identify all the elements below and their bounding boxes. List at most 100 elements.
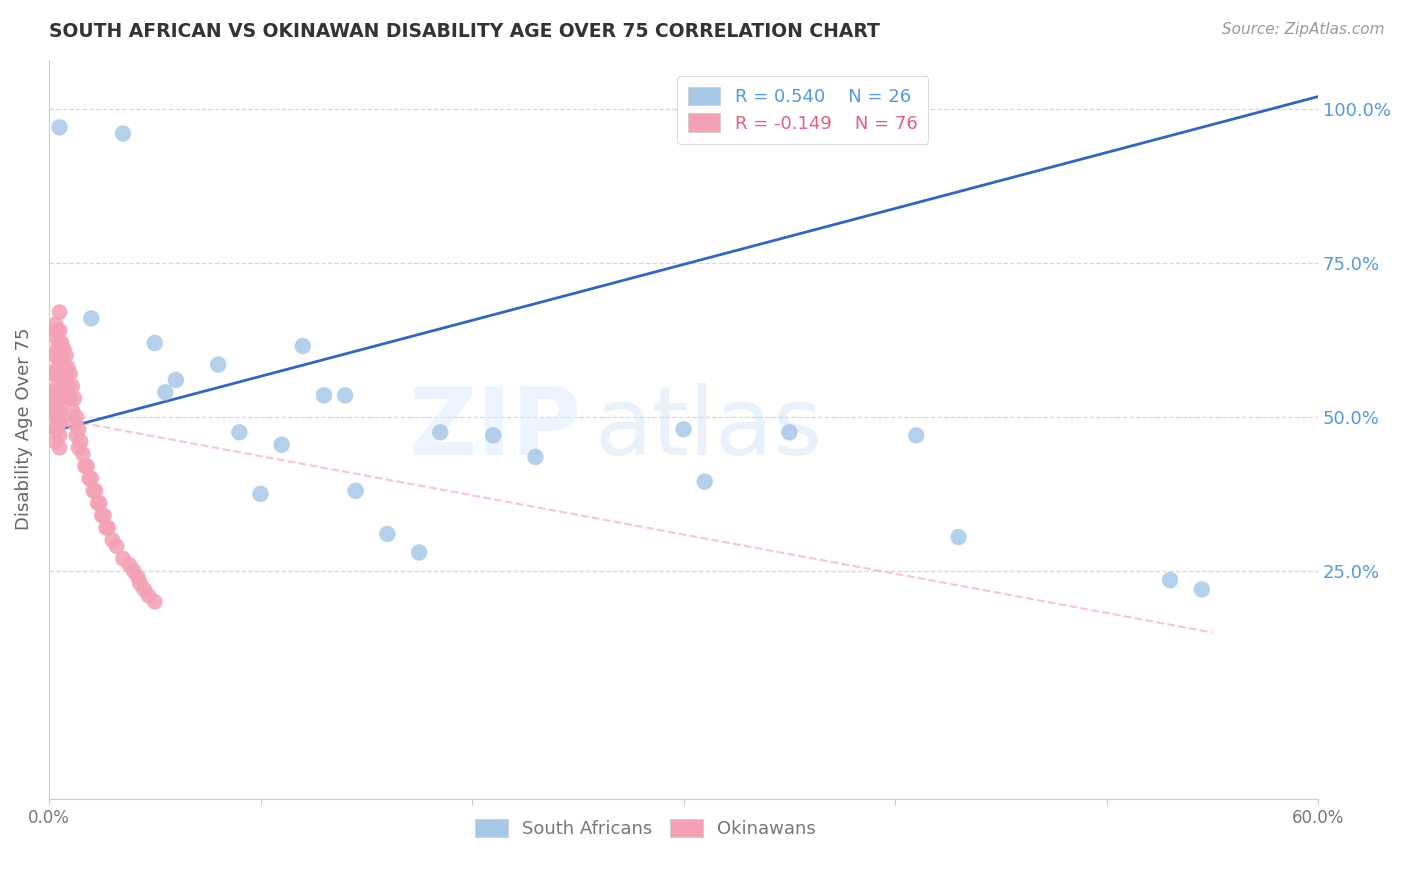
Point [77,471,100,485]
Point [51,335,73,350]
Text: SOUTH AFRICAN VS OKINAWAN DISABILITY AGE OVER 75 CORRELATION CHART: SOUTH AFRICAN VS OKINAWAN DISABILITY AGE… [49,22,880,41]
Point [48,367,70,381]
Point [48,120,70,135]
Point [408,545,430,559]
Point [63,392,86,406]
Point [94,521,117,535]
Point [44,422,66,436]
Point [111,127,134,141]
Point [44,318,66,332]
Point [55,348,77,362]
Point [48,416,70,430]
Point [778,425,800,440]
Point [59,392,82,406]
Point [90,508,112,523]
Point [97,521,120,535]
Point [48,335,70,350]
Point [55,367,77,381]
Point [672,422,695,436]
Point [524,450,547,464]
Point [48,324,70,338]
Point [44,434,66,449]
Point [48,403,70,417]
Point [46,379,69,393]
Point [72,447,94,461]
Point [105,539,128,553]
Point [1159,573,1181,587]
Text: ZIP: ZIP [409,384,582,475]
Point [344,483,367,498]
Point [482,428,505,442]
Point [42,367,65,381]
Point [44,348,66,362]
Point [44,398,66,412]
Point [228,425,250,440]
Point [56,379,79,393]
Point [84,483,107,498]
Point [101,533,124,547]
Point [51,392,73,406]
Point [65,409,87,424]
Point [46,422,69,436]
Point [377,527,399,541]
Point [82,483,104,498]
Point [429,425,451,440]
Point [86,496,108,510]
Point [69,434,91,449]
Point [270,437,292,451]
Text: Source: ZipAtlas.com: Source: ZipAtlas.com [1222,22,1385,37]
Point [51,373,73,387]
Point [127,570,149,584]
Point [48,305,70,319]
Point [48,354,70,368]
Point [55,385,77,400]
Point [905,428,928,442]
Point [155,385,177,400]
Point [46,324,69,338]
Point [93,508,115,523]
Point [249,487,271,501]
Point [693,475,716,489]
Point [52,360,75,375]
Point [48,441,70,455]
Point [51,354,73,368]
Point [46,398,69,412]
Point [89,496,111,510]
Point [52,342,75,356]
Text: atlas: atlas [595,384,823,475]
Point [60,403,83,417]
Point [118,558,141,572]
Point [1191,582,1213,597]
Point [143,335,166,350]
Point [76,459,98,474]
Point [52,379,75,393]
Point [333,388,356,402]
Point [48,428,70,442]
Point [44,367,66,381]
Point [42,403,65,417]
Y-axis label: Disability Age Over 75: Disability Age Over 75 [15,328,32,531]
Point [65,428,87,442]
Point [63,416,86,430]
Point [134,582,156,597]
Point [73,459,96,474]
Legend: South Africans, Okinawans: South Africans, Okinawans [468,812,823,846]
Point [948,530,970,544]
Point [143,595,166,609]
Point [67,422,90,436]
Point [60,379,83,393]
Point [44,330,66,344]
Point [46,409,69,424]
Point [80,471,103,485]
Point [51,409,73,424]
Point [46,342,69,356]
Point [122,564,145,578]
Point [80,311,103,326]
Point [56,360,79,375]
Point [312,388,335,402]
Point [67,441,90,455]
Point [46,360,69,375]
Point [44,409,66,424]
Point [207,358,229,372]
Point [111,551,134,566]
